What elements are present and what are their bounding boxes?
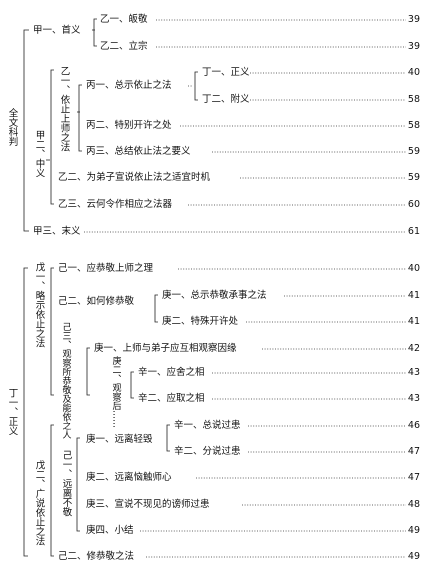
outline-node-ji-a: 己一、远离不敬 — [60, 450, 72, 517]
page-number: 43 — [407, 393, 420, 404]
page-number: 41 — [407, 290, 420, 301]
page-number: 48 — [407, 499, 420, 510]
page-number: 42 — [407, 343, 420, 354]
outline-node-xin-b: 辛二、分说过患 — [174, 446, 241, 457]
page-number: 61 — [407, 226, 420, 237]
outline-node-yi-c: 乙三、云何令作相应之法器 — [58, 199, 173, 210]
outline-node-geng-f: 庚四、小结 — [86, 525, 134, 536]
outline-node-geng-e: 庚三、宣说不现见的谤师过患 — [86, 499, 210, 510]
outline-node-yi-a: 乙一、依止上师之法 — [58, 66, 70, 152]
page-number: 39 — [407, 41, 420, 52]
page-number: 59 — [407, 172, 420, 183]
outline-node-xin2: 辛二、应取之相 — [138, 393, 205, 404]
outline-node-geng1: 庚一、总示恭敬承事之法 — [162, 290, 267, 301]
outline-node-ding2: 丁二、附义 — [202, 94, 250, 105]
page-number: 41 — [407, 316, 420, 327]
page-number: 40 — [407, 263, 420, 274]
outline-node-bing2: 丙二、特别开许之处 — [86, 120, 172, 131]
outline-node-yi1: 乙一、皈敬 — [100, 14, 148, 25]
outline-node-geng2: 庚二、特殊开许处 — [162, 316, 239, 327]
outline-node-yi2: 乙二、立宗 — [100, 41, 148, 52]
outline-node-xin-a: 辛一、总说过患 — [174, 420, 241, 431]
page-number: 39 — [407, 14, 420, 25]
outline-node-geng-a: 庚一、上师与弟子应互相观察因缘 — [94, 343, 237, 354]
outline-node-geng-d: 庚二、远离恼触师心 — [86, 472, 172, 483]
outline-node-geng-c: 庚一、远离轻毁 — [86, 434, 153, 445]
outline-node-ji2: 己二、如何修恭敬 — [58, 296, 135, 307]
outline-node-jia3: 甲三、末义 — [33, 226, 81, 237]
page-number: 49 — [407, 525, 420, 536]
page-number: 58 — [407, 120, 420, 131]
outline-node-geng-b: 庚二、观察后…… — [110, 356, 121, 428]
page-number: 47 — [407, 472, 420, 483]
page-number: 40 — [407, 67, 420, 78]
outline-node-wu2: 戊二、广说依止之法 — [33, 460, 45, 546]
outline-node-ji1: 己一、应恭敬上师之理 — [58, 263, 154, 274]
outline-root-title: 丁一、正义 — [6, 388, 18, 436]
page-number: 58 — [407, 94, 420, 105]
outline-node-jia2: 甲二、中义 — [33, 130, 45, 178]
page-number: 46 — [407, 420, 420, 431]
outline-node-ding1: 丁一、正义 — [202, 67, 250, 78]
outline-node-jia1: 甲一、首义 — [33, 25, 81, 36]
outline-node-ji-b: 己二、修恭敬之法 — [58, 551, 135, 562]
page-number: 47 — [407, 446, 420, 457]
outline-node-xin1: 辛一、应舍之相 — [138, 367, 205, 378]
outline-node-wu1: 戊一、略示依止之法 — [33, 262, 45, 348]
outline-node-bing1: 丙一、总示依止之法 — [86, 80, 172, 91]
outline-node-yi-b: 乙二、为弟子宣说依止法之适宜时机 — [58, 172, 211, 183]
outline-node-ji3: 己三、观察所恭敬及能依之人 — [60, 322, 71, 439]
page-number: 43 — [407, 367, 420, 378]
outline-node-bing3: 丙三、总结依止法之要义 — [86, 146, 191, 157]
page-number: 49 — [407, 551, 420, 562]
page-number: 59 — [407, 146, 420, 157]
page-number: 60 — [407, 199, 420, 210]
outline-root-title: 全文科判 — [6, 108, 18, 146]
